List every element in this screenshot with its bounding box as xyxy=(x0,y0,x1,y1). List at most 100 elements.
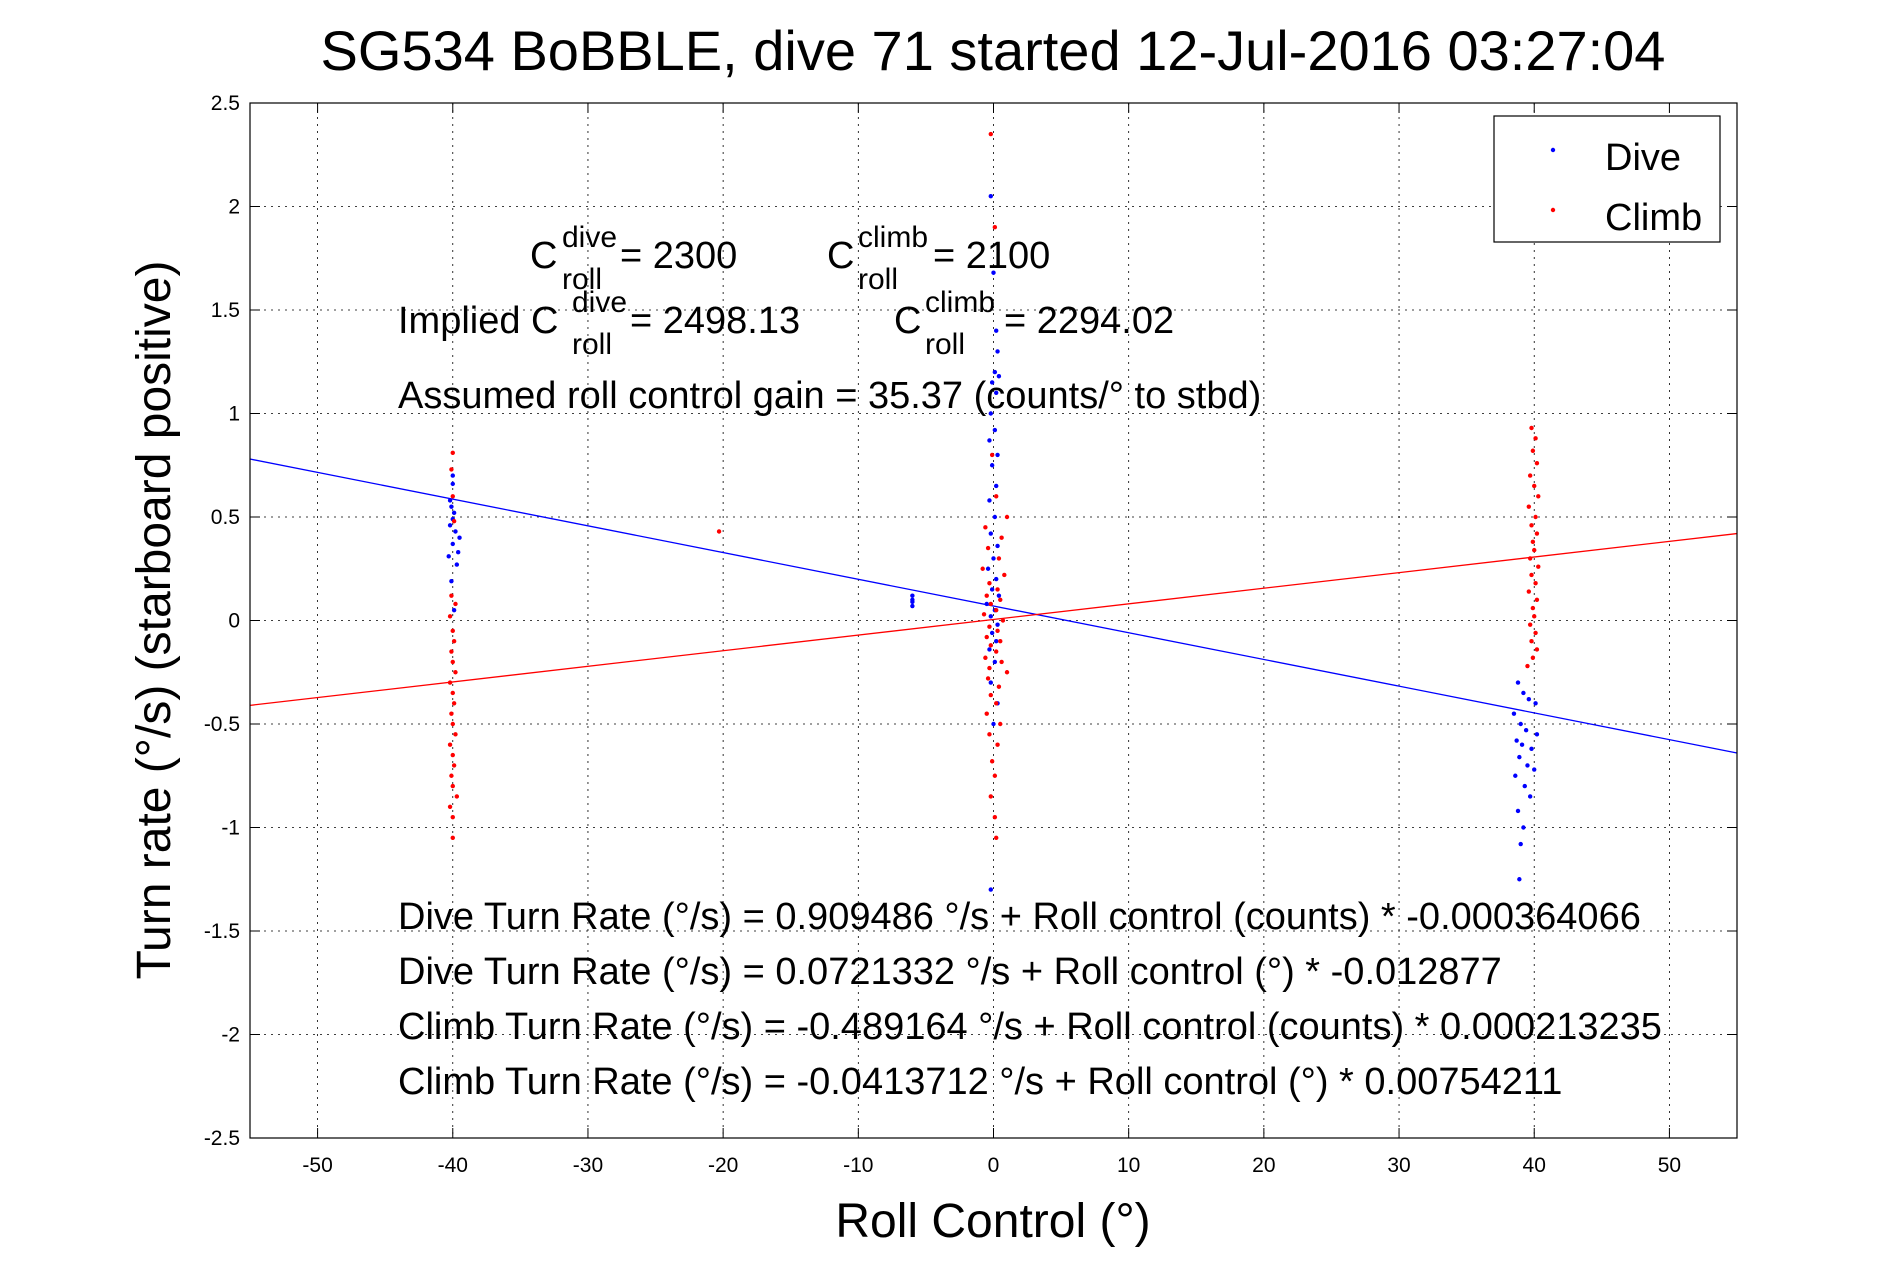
climb-point xyxy=(1536,564,1541,569)
dive-point xyxy=(450,481,455,487)
annotation-c-roll-climb-subscript: roll xyxy=(858,263,898,296)
legend-climb-label: Climb xyxy=(1605,197,1702,239)
climb-point xyxy=(988,643,993,648)
climb-point xyxy=(449,773,454,778)
dive-point xyxy=(1533,701,1538,706)
climb-point xyxy=(985,545,991,551)
dive-point xyxy=(1532,767,1537,772)
dive-point xyxy=(447,498,453,503)
climb-point xyxy=(1534,597,1540,602)
dive-point xyxy=(988,531,993,536)
climb-point xyxy=(1529,572,1534,578)
dive-point xyxy=(989,463,995,468)
climb-point xyxy=(1529,523,1534,528)
climb-point xyxy=(983,655,988,660)
x-tick-label: 40 xyxy=(1523,1154,1546,1177)
dive-point xyxy=(994,483,999,489)
dive-point xyxy=(984,601,989,607)
climb-point xyxy=(447,804,453,809)
dive-point xyxy=(989,380,995,385)
y-tick-label: -1.5 xyxy=(204,920,240,943)
dive-point xyxy=(989,630,995,636)
annotation-implied-dive-symbol: Implied C xyxy=(398,300,559,342)
annotation-c-roll-dive: C dive roll = 2300 xyxy=(530,221,737,296)
y-tick-label: 1.5 xyxy=(211,299,240,322)
dive-point xyxy=(995,622,1000,627)
climb-point xyxy=(449,711,454,716)
climb-point xyxy=(987,624,992,629)
climb-point xyxy=(453,601,458,607)
dive-point xyxy=(450,473,455,478)
climb-point xyxy=(1527,556,1533,561)
dive-point xyxy=(992,514,998,520)
climb-point xyxy=(1530,539,1536,545)
climb-point xyxy=(1533,436,1538,441)
annotation-implied-dive-value: = 2498.13 xyxy=(630,300,800,342)
annotation-roll-gain: Assumed roll control gain = 35.37 (count… xyxy=(398,375,1261,417)
dive-point xyxy=(1517,754,1522,760)
dive-point xyxy=(1517,877,1522,882)
dive-point xyxy=(1518,721,1523,727)
climb-point xyxy=(1530,605,1536,611)
climb-point xyxy=(987,665,992,671)
climb-point xyxy=(449,593,454,598)
legend-climb-marker xyxy=(1550,207,1556,213)
x-axis-label: Roll Control (°) xyxy=(835,1195,1150,1248)
annotation-dive-eq-counts: Dive Turn Rate (°/s) = 0.909486 °/s + Ro… xyxy=(398,896,1641,938)
dive-point xyxy=(1529,746,1534,752)
dive-point xyxy=(988,887,993,892)
dive-point xyxy=(988,614,993,619)
climb-point xyxy=(716,529,722,534)
annotation-c-roll-dive-subscript: roll xyxy=(562,263,602,296)
climb-point xyxy=(449,467,454,472)
climb-point xyxy=(450,450,455,456)
dive-point xyxy=(1534,732,1540,737)
climb-point xyxy=(995,628,1000,634)
dive-point xyxy=(987,647,992,652)
climb-point xyxy=(985,676,991,681)
annotation-c-roll-climb-value: = 2100 xyxy=(933,235,1050,277)
climb-point xyxy=(1526,504,1532,509)
climb-point xyxy=(994,701,999,706)
climb-point xyxy=(451,639,457,644)
dive-point xyxy=(987,498,992,503)
data-points xyxy=(446,131,1541,892)
dive-point xyxy=(994,576,999,582)
climb-point xyxy=(453,670,458,675)
annotation-c-roll-climb-superscript: climb xyxy=(858,221,928,254)
annotation-implied-dive-superscript: dive xyxy=(572,286,627,319)
climb-point xyxy=(451,518,457,524)
climb-point xyxy=(992,814,998,820)
climb-point xyxy=(450,494,455,499)
dive-point xyxy=(995,452,1000,458)
dive-point xyxy=(988,193,993,199)
climb-point xyxy=(1529,639,1534,644)
y-tick-label: -2 xyxy=(221,1024,240,1047)
dive-point xyxy=(1511,711,1517,716)
climb-point xyxy=(994,835,999,841)
climb-point xyxy=(1534,460,1540,466)
axis-tick-labels: -50 -40 -30 -20 -10 0 10 20 30 40 50 2.5 2 1.5 1 0.5 0 -0… xyxy=(204,92,1681,1177)
dive-point xyxy=(1521,690,1526,696)
climb-point xyxy=(1533,581,1538,586)
climb-point xyxy=(450,752,455,758)
dive-point xyxy=(992,427,998,433)
climb-point xyxy=(984,593,989,598)
y-tick-label: 2 xyxy=(228,196,240,219)
x-tick-label: -30 xyxy=(573,1154,603,1177)
x-tick-label: -40 xyxy=(438,1154,468,1177)
climb-point xyxy=(450,835,455,841)
annotation-c-roll-dive-symbol: C xyxy=(530,235,557,277)
dive-point xyxy=(995,543,1000,549)
climb-point xyxy=(1533,630,1538,636)
y-tick-label: 2.5 xyxy=(211,92,240,115)
climb-point xyxy=(1527,473,1533,478)
climb-point xyxy=(450,721,455,727)
dive-point xyxy=(991,270,996,275)
x-tick-label: -20 xyxy=(708,1154,738,1177)
annotation-implied-climb-symbol: C xyxy=(894,300,921,342)
dive-point xyxy=(1527,794,1533,799)
legend: Dive Climb xyxy=(1493,115,1721,243)
x-tick-label: -50 xyxy=(302,1154,332,1177)
climb-point xyxy=(994,607,999,613)
